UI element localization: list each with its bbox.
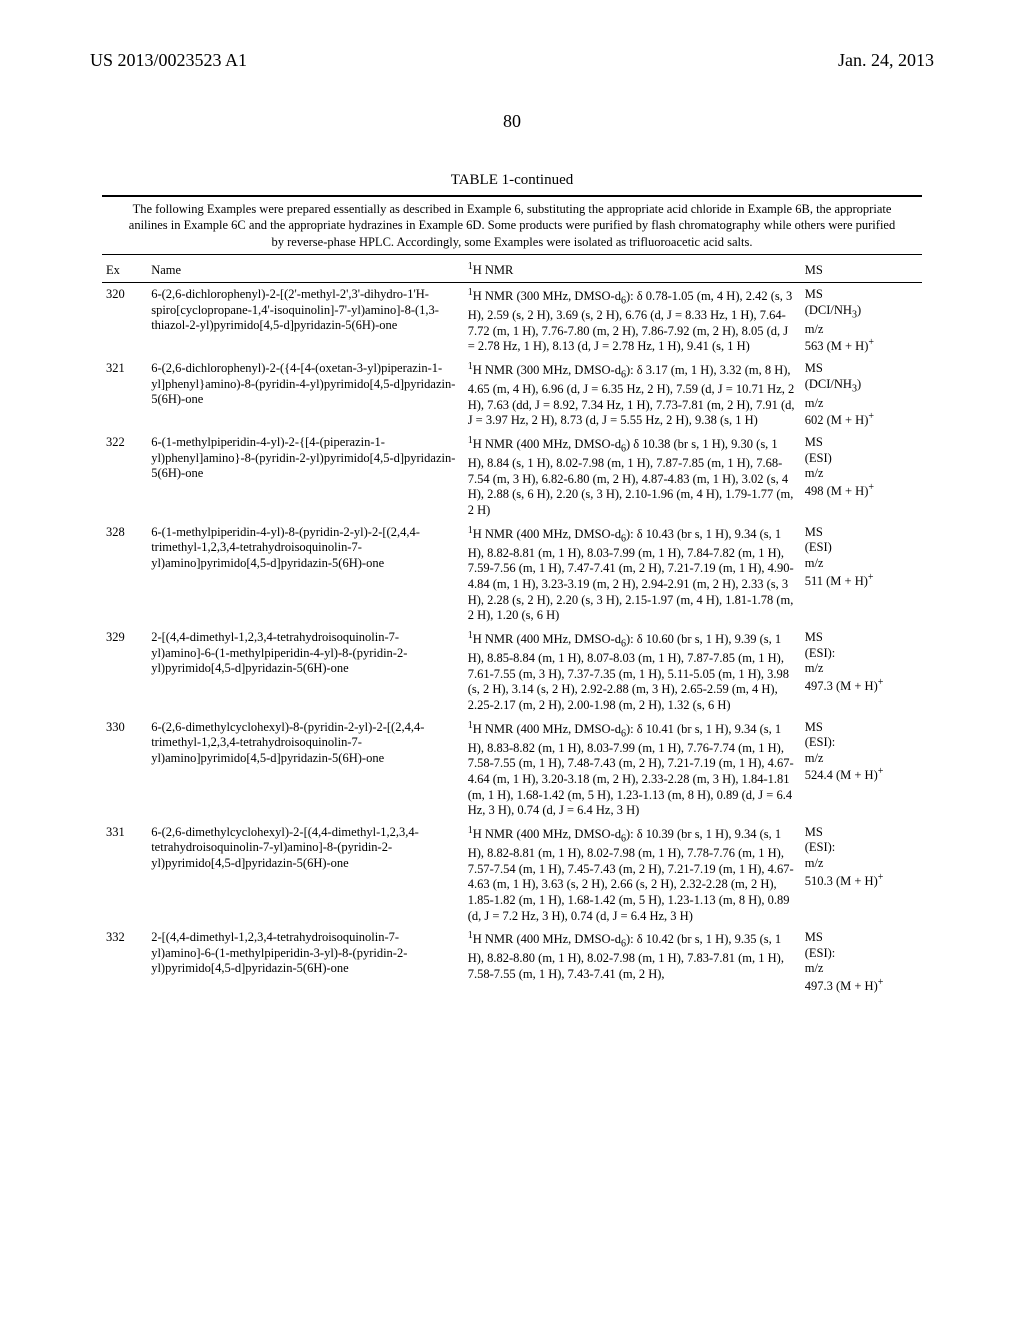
table-row: 3316-(2,6-dimethylcyclohexyl)-2-[(4,4-di… [102,821,922,926]
table-row: 3292-[(4,4-dimethyl-1,2,3,4-tetrahydrois… [102,626,922,716]
cell-ex: 329 [102,626,147,716]
table-title: TABLE 1-continued [102,172,922,189]
page: US 2013/0023523 A1 Jan. 24, 2013 80 TABL… [0,0,1024,1320]
table-row: 3206-(2,6-dichlorophenyl)-2-[(2'-methyl-… [102,282,922,357]
cell-nmr: 1H NMR (300 MHz, DMSO-d6): δ 3.17 (m, 1 … [464,357,801,431]
table-row: 3286-(1-methylpiperidin-4-yl)-8-(pyridin… [102,521,922,626]
table-header-row: Ex Name 1H NMR MS [102,255,922,283]
cell-nmr: 1H NMR (400 MHz, DMSO-d6): δ 10.43 (br s… [464,521,801,626]
cell-nmr: 1H NMR (400 MHz, DMSO-d6): δ 10.42 (br s… [464,926,801,997]
patent-number: US 2013/0023523 A1 [90,50,247,71]
header-row: US 2013/0023523 A1 Jan. 24, 2013 [90,50,934,71]
cell-ex: 322 [102,431,147,521]
table-row: 3322-[(4,4-dimethyl-1,2,3,4-tetrahydrois… [102,926,922,997]
cell-nmr: 1H NMR (300 MHz, DMSO-d6): δ 0.78-1.05 (… [464,282,801,357]
table-wrap: TABLE 1-continued The following Examples… [102,172,922,997]
cell-name: 6-(1-methylpiperidin-4-yl)-8-(pyridin-2-… [147,521,463,626]
table-caption: The following Examples were prepared ess… [102,195,922,255]
cell-ex: 332 [102,926,147,997]
cell-ms: MS(ESI)m/z498 (M + H)+ [801,431,922,521]
cell-nmr: 1H NMR (400 MHz, DMSO-d6): δ 10.39 (br s… [464,821,801,926]
cell-name: 6-(2,6-dimethylcyclohexyl)-8-(pyridin-2-… [147,716,463,821]
cell-ms: MS(DCI/NH3)m/z563 (M + H)+ [801,282,922,357]
cell-ex: 321 [102,357,147,431]
cell-name: 2-[(4,4-dimethyl-1,2,3,4-tetrahydroisoqu… [147,626,463,716]
table-row: 3226-(1-methylpiperidin-4-yl)-2-{[4-(pip… [102,431,922,521]
col-name: Name [147,255,463,283]
cell-ms: MS(DCI/NH3)m/z602 (M + H)+ [801,357,922,431]
table-body: 3206-(2,6-dichlorophenyl)-2-[(2'-methyl-… [102,282,922,996]
cell-ex: 328 [102,521,147,626]
table-row: 3306-(2,6-dimethylcyclohexyl)-8-(pyridin… [102,716,922,821]
cell-nmr: 1H NMR (400 MHz, DMSO-d6): δ 10.60 (br s… [464,626,801,716]
cell-nmr: 1H NMR (400 MHz, DMSO-d6) δ 10.38 (br s,… [464,431,801,521]
cell-ms: MS(ESI):m/z497.3 (M + H)+ [801,926,922,997]
cell-name: 6-(2,6-dichlorophenyl)-2-[(2'-methyl-2',… [147,282,463,357]
table-row: 3216-(2,6-dichlorophenyl)-2-({4-[4-(oxet… [102,357,922,431]
cell-ex: 331 [102,821,147,926]
cell-ms: MS(ESI):m/z524.4 (M + H)+ [801,716,922,821]
cell-name: 6-(1-methylpiperidin-4-yl)-2-{[4-(pipera… [147,431,463,521]
cell-ex: 330 [102,716,147,821]
cell-ms: MS(ESI):m/z497.3 (M + H)+ [801,626,922,716]
page-number: 80 [90,111,934,132]
cell-name: 6-(2,6-dichlorophenyl)-2-({4-[4-(oxetan-… [147,357,463,431]
cell-ms: MS(ESI)m/z511 (M + H)+ [801,521,922,626]
col-ex: Ex [102,255,147,283]
cell-ex: 320 [102,282,147,357]
examples-table: Ex Name 1H NMR MS 3206-(2,6-dichlorophen… [102,255,922,997]
cell-nmr: 1H NMR (400 MHz, DMSO-d6): δ 10.41 (br s… [464,716,801,821]
cell-ms: MS(ESI):m/z510.3 (M + H)+ [801,821,922,926]
cell-name: 2-[(4,4-dimethyl-1,2,3,4-tetrahydroisoqu… [147,926,463,997]
col-nmr: 1H NMR [464,255,801,283]
col-ms: MS [801,255,922,283]
cell-name: 6-(2,6-dimethylcyclohexyl)-2-[(4,4-dimet… [147,821,463,926]
publication-date: Jan. 24, 2013 [838,50,934,71]
